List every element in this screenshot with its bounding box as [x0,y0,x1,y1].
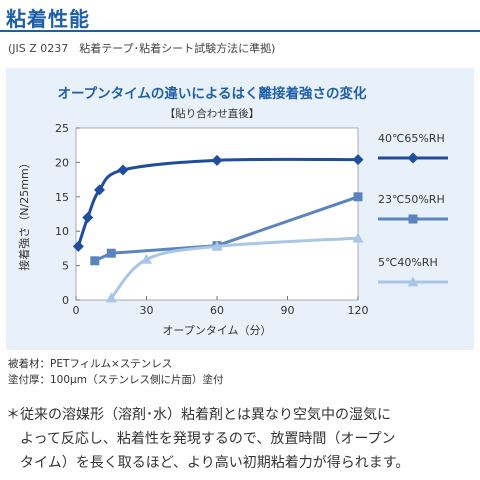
x-tick-label: 30 [140,304,154,317]
test-conditions: 被着材：PETフィルム×ステンレス 塗付厚：100μm（ステンレス側に片面）塗付 [8,356,223,388]
data-point [352,154,364,166]
adherend-note: 被着材：PETフィルム×ステンレス [8,358,173,370]
x-tick-label: 90 [281,304,295,317]
standard-note: (JIS Z 0237 粘着テープ･粘着シート試験方法に準拠) [8,42,276,55]
legend-marker [407,152,419,164]
y-tick-label: 5 [62,260,69,273]
data-point [353,192,363,202]
x-tick-label: 0 [73,304,80,317]
x-tick-label: 60 [210,304,224,317]
data-point [90,256,100,266]
coating-thickness-note: 塗付厚：100μm（ステンレス側に片面）塗付 [8,374,224,386]
data-point [94,184,105,196]
data-point [105,292,117,303]
y-axis-label: 接着強さ（N/25mm） [17,157,31,270]
data-point [72,240,84,252]
x-tick-label: 120 [348,304,369,317]
footnote-line: タイム）を長く取るほど、より高い初期粘着力が得られます。 [6,455,410,471]
footnote-line: よって反応し、粘着性を発現するので、放置時間（オープン [6,431,396,447]
data-point [352,232,364,243]
chart-title: オープンタイムの違いによるはく離接着強さの変化 [57,86,367,102]
y-tick-label: 20 [55,156,69,169]
data-point [211,154,223,166]
legend-label: 5℃40%RH [378,256,438,269]
data-point [211,240,223,251]
y-tick-label: 15 [55,191,69,204]
legend-label: 23℃50%RH [378,193,445,206]
chart-subtitle: 【貼り合わせ直後】 [164,108,260,120]
footnote-line: ＊従来の溶媒形（溶剤･水）粘着剤とは異なり空気中の湿気に [6,407,391,423]
legend-marker [408,214,418,224]
legend-marker [407,276,419,287]
plot-area [75,127,359,301]
section-heading: 粘着性能 [0,0,480,34]
chart-panel: オープンタイムの違いによるはく離接着強さの変化 【貼り合わせ直後】 0 30 60 9… [6,68,474,350]
data-point [82,211,94,223]
y-tick-label: 10 [55,225,69,238]
line-chart: 0 30 60 90 120 0 5 10 15 20 25 オープンタイム（分） 接着強さ（N/25m… [17,122,448,337]
x-axis-label: オープンタイム（分） [162,324,271,337]
heading-underline [0,30,480,32]
series-line [109,236,360,300]
y-tick-label: 0 [62,294,69,307]
section-title: 粘着性能 [6,7,90,31]
footnote: ＊従来の溶媒形（溶剤･水）粘着剤とは異なり空気中の湿気に よって反応し、粘着性を… [6,403,409,475]
data-point [141,253,152,264]
data-point [117,164,129,176]
series-line [93,195,360,263]
data-point [106,248,116,258]
y-tick-label: 25 [55,122,69,135]
legend-label: 40℃65%RH [378,132,445,145]
